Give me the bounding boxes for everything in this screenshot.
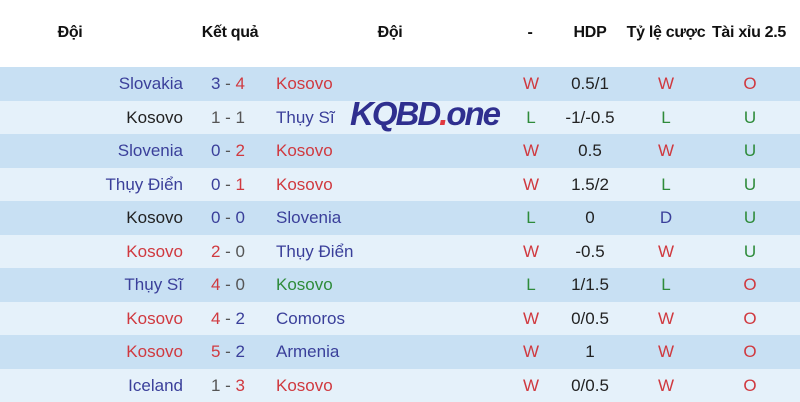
over-under-result: O — [743, 275, 756, 295]
away-team[interactable]: Armenia — [276, 342, 339, 362]
header-result: Kết quả — [202, 24, 259, 42]
away-score: 2 — [236, 141, 245, 160]
home-team[interactable]: Kosovo — [126, 242, 183, 262]
table-row[interactable]: Kosovo 5 - 2 Armenia W 1 W O — [0, 335, 800, 369]
over-under-result: U — [744, 141, 756, 161]
away-score: 2 — [236, 309, 245, 328]
match-outcome: L — [526, 208, 535, 228]
home-team[interactable]: Thụy Điển — [106, 175, 183, 195]
odds-result: L — [661, 175, 670, 195]
hdp-value: 0.5 — [578, 141, 602, 161]
away-team[interactable]: Kosovo — [276, 275, 333, 295]
away-team[interactable]: Slovenia — [276, 208, 341, 228]
match-outcome: W — [523, 141, 539, 161]
hdp-value: 1/1.5 — [571, 275, 609, 295]
score: 0 - 0 — [211, 208, 245, 228]
score: 3 - 4 — [211, 74, 245, 94]
away-team[interactable]: Comoros — [276, 309, 345, 329]
header-outcome: - — [527, 24, 532, 42]
hdp-value: -0.5 — [575, 242, 604, 262]
table-row[interactable]: Iceland 1 - 3 Kosovo W 0/0.5 W O — [0, 369, 800, 402]
over-under-result: U — [744, 108, 756, 128]
away-score: 2 — [236, 342, 245, 361]
score: 0 - 2 — [211, 141, 245, 161]
score: 5 - 2 — [211, 342, 245, 362]
hdp-value: 0/0.5 — [571, 309, 609, 329]
match-outcome: L — [526, 108, 535, 128]
odds-result: W — [658, 309, 674, 329]
header-over-under: Tài xỉu 2.5 — [712, 24, 786, 42]
away-team[interactable]: Thụy Sĩ — [276, 108, 335, 128]
table-row[interactable]: Kosovo 4 - 2 Comoros W 0/0.5 W O — [0, 302, 800, 336]
hdp-value: 0/0.5 — [571, 376, 609, 396]
home-team[interactable]: Kosovo — [126, 208, 183, 228]
home-team[interactable]: Slovakia — [119, 74, 183, 94]
match-outcome: L — [526, 275, 535, 295]
home-team[interactable]: Thụy Sĩ — [124, 275, 183, 295]
over-under-result: U — [744, 175, 756, 195]
home-team[interactable]: Kosovo — [126, 342, 183, 362]
header-away-team: Đội — [378, 24, 403, 42]
odds-result: L — [661, 108, 670, 128]
over-under-result: O — [743, 74, 756, 94]
over-under-result: U — [744, 208, 756, 228]
home-team[interactable]: Slovenia — [118, 141, 183, 161]
home-team[interactable]: Iceland — [128, 376, 183, 396]
hdp-value: 1 — [585, 342, 594, 362]
table-row[interactable]: Kosovo 0 - 0 Slovenia L 0 D U — [0, 201, 800, 235]
over-under-result: U — [744, 242, 756, 262]
away-team[interactable]: Kosovo — [276, 74, 333, 94]
match-outcome: W — [523, 242, 539, 262]
odds-result: W — [658, 141, 674, 161]
away-score: 0 — [236, 275, 245, 294]
away-team[interactable]: Kosovo — [276, 141, 333, 161]
score: 1 - 1 — [211, 108, 245, 128]
home-team[interactable]: Kosovo — [126, 108, 183, 128]
odds-result: L — [661, 275, 670, 295]
away-score: 4 — [236, 74, 245, 93]
match-outcome: W — [523, 342, 539, 362]
table-row[interactable]: Thụy Điển 0 - 1 Kosovo W 1.5/2 L U — [0, 168, 800, 202]
table-header: Đội Kết quả Đội - HDP Tỷ lệ cược Tài xỉu… — [0, 0, 800, 67]
match-outcome: W — [523, 376, 539, 396]
hdp-value: 0 — [585, 208, 594, 228]
score: 4 - 0 — [211, 275, 245, 295]
match-outcome: W — [523, 175, 539, 195]
header-odds: Tỷ lệ cược — [627, 24, 706, 42]
over-under-result: O — [743, 309, 756, 329]
away-score: 0 — [236, 242, 245, 261]
score: 1 - 3 — [211, 376, 245, 396]
away-team[interactable]: Kosovo — [276, 376, 333, 396]
table-row[interactable]: Thụy Sĩ 4 - 0 Kosovo L 1/1.5 L O — [0, 268, 800, 302]
score: 0 - 1 — [211, 175, 245, 195]
header-hdp: HDP — [574, 24, 607, 42]
odds-result: D — [660, 208, 672, 228]
hdp-value: -1/-0.5 — [565, 108, 614, 128]
match-outcome: W — [523, 74, 539, 94]
odds-result: W — [658, 74, 674, 94]
table-row[interactable]: Kosovo 2 - 0 Thụy Điển W -0.5 W U — [0, 235, 800, 269]
away-score: 0 — [236, 208, 245, 227]
over-under-result: O — [743, 342, 756, 362]
table-row[interactable]: Slovenia 0 - 2 Kosovo W 0.5 W U — [0, 134, 800, 168]
hdp-value: 0.5/1 — [571, 74, 609, 94]
watermark-logo: KQBD.one — [350, 95, 499, 133]
score: 4 - 2 — [211, 309, 245, 329]
header-home-team: Đội — [58, 24, 83, 42]
odds-result: W — [658, 376, 674, 396]
away-team[interactable]: Kosovo — [276, 175, 333, 195]
hdp-value: 1.5/2 — [571, 175, 609, 195]
away-score: 3 — [236, 376, 245, 395]
away-score: 1 — [236, 175, 245, 194]
score: 2 - 0 — [211, 242, 245, 262]
match-outcome: W — [523, 309, 539, 329]
home-team[interactable]: Kosovo — [126, 309, 183, 329]
odds-result: W — [658, 342, 674, 362]
away-score: 1 — [236, 108, 245, 127]
away-team[interactable]: Thụy Điển — [276, 242, 353, 262]
odds-result: W — [658, 242, 674, 262]
over-under-result: O — [743, 376, 756, 396]
